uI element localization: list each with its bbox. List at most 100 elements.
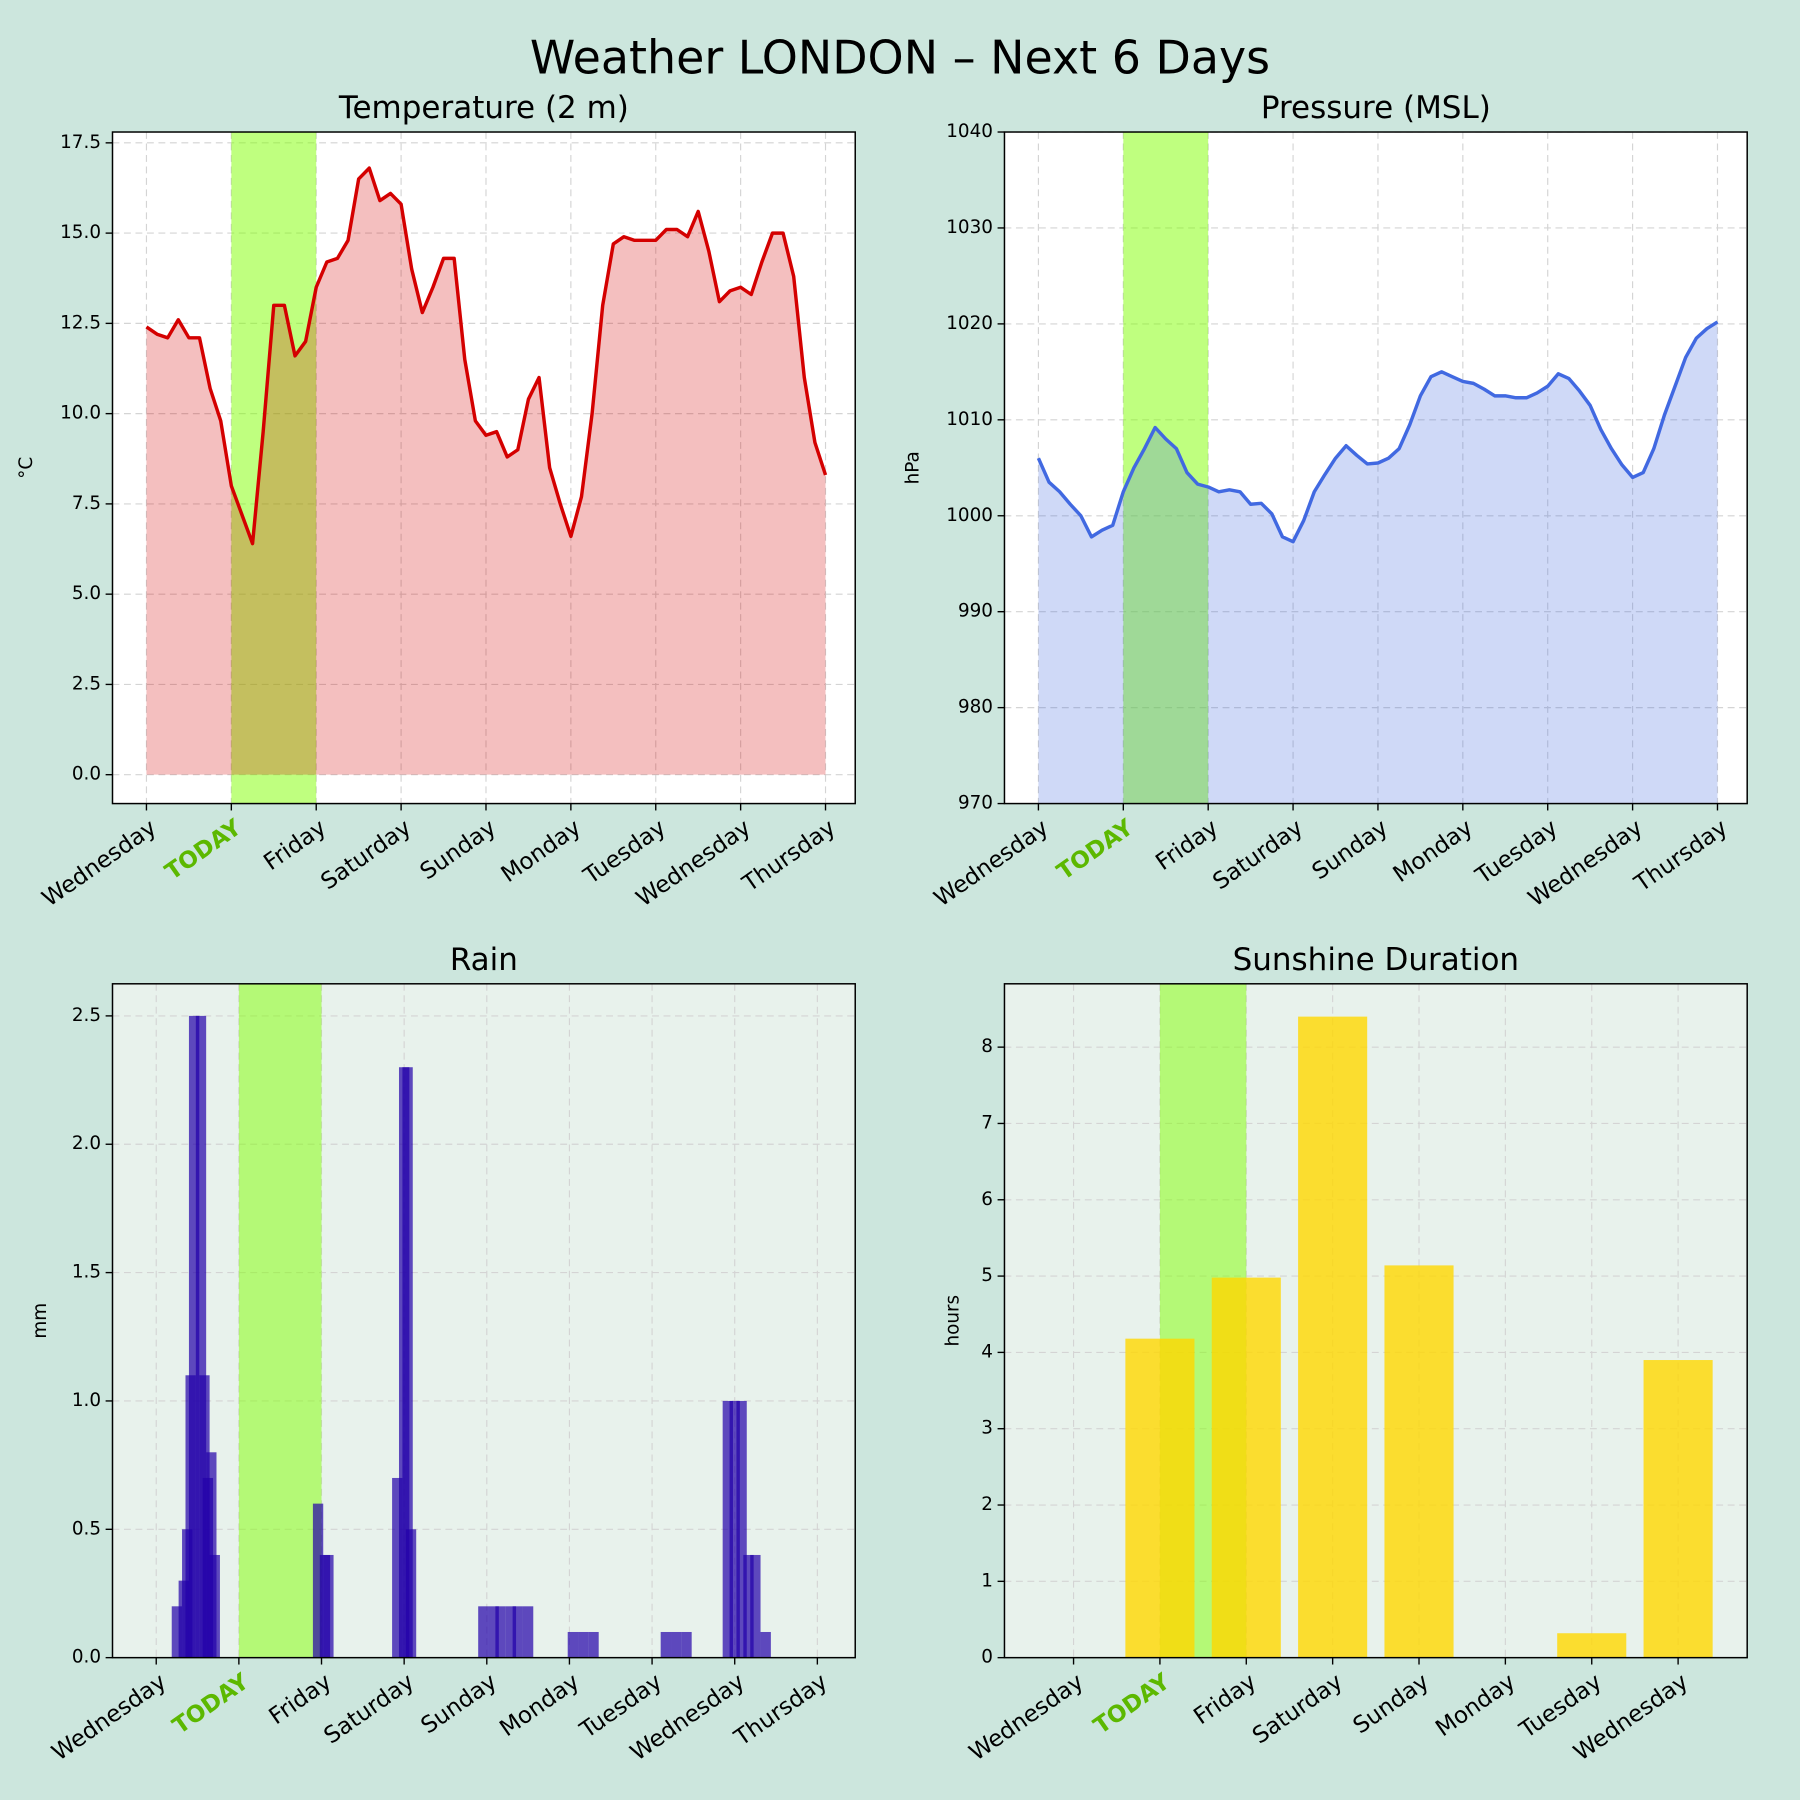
x-tick-label: Saturday — [319, 1669, 419, 1750]
panel-title: Rain — [450, 942, 518, 978]
y-tick-label: 0 — [981, 1647, 993, 1668]
y-tick-label: 2.0 — [72, 1133, 101, 1154]
y-tick-label: 8 — [981, 1036, 993, 1057]
y-axis-label: mm — [30, 1303, 51, 1339]
y-axis-label: hours — [943, 1295, 964, 1347]
area — [1038, 321, 1718, 804]
y-tick-label: 4 — [981, 1341, 993, 1362]
y-tick-label: 7 — [981, 1112, 993, 1133]
x-tick-label: Friday — [1189, 1669, 1261, 1730]
x-tick-label: Saturday — [1248, 1669, 1348, 1750]
y-tick-label: 0.0 — [72, 1647, 101, 1668]
today-band — [231, 132, 317, 804]
bar — [495, 1606, 506, 1658]
bar — [312, 1503, 324, 1658]
panel: Sunshine Duration hours 0 1 2 3 4 5 6 7 8 Wednesday… — [943, 942, 1748, 1766]
bar — [171, 1606, 183, 1658]
x-tick-label: Wednesday — [930, 815, 1054, 912]
page-title: Weather LONDON – Next 6 Days — [530, 30, 1270, 84]
y-tick-label: 6 — [981, 1189, 993, 1210]
y-tick-label: 1040 — [946, 121, 993, 142]
x-tick-label: Sunday — [1308, 815, 1393, 886]
x-tick-label: Friday — [1151, 815, 1223, 876]
bar — [478, 1606, 489, 1658]
bar — [681, 1631, 692, 1658]
x-tick-label: Thursday — [737, 815, 840, 898]
panel-title: Temperature (2 m) — [338, 90, 629, 126]
panel: Temperature (2 m) °C 0.0 2.5 5.0 7.5 10.0 12.5 1… — [16, 90, 856, 912]
bar — [188, 1015, 200, 1658]
today-band — [238, 983, 322, 1658]
x-tick-label: Sunday — [416, 815, 501, 886]
y-tick-label: 0.0 — [72, 764, 101, 785]
bar — [750, 1554, 761, 1658]
bar — [1384, 1265, 1454, 1658]
bar — [512, 1606, 523, 1658]
x-tick-label: TODAY — [161, 815, 247, 886]
bar — [567, 1631, 579, 1658]
bar — [209, 1554, 220, 1658]
y-tick-label: 15.0 — [60, 222, 101, 243]
bar — [1643, 1360, 1713, 1658]
bar — [1125, 1338, 1195, 1658]
y-tick-label: 2.5 — [72, 673, 101, 694]
bar — [195, 1015, 207, 1658]
y-tick-label: 17.5 — [60, 132, 101, 153]
axes-frame — [1003, 131, 1748, 805]
line — [1036, 320, 1719, 544]
x-tick-label: Friday — [265, 1669, 337, 1730]
x-tick-label: Thursday — [1629, 815, 1732, 898]
y-tick-label: 12.5 — [60, 312, 101, 333]
y-tick-label: 1.0 — [72, 1390, 101, 1411]
bar — [660, 1631, 672, 1658]
bar — [578, 1631, 589, 1658]
x-tick-label: Thursday — [729, 1669, 832, 1752]
x-tick-label: Monday — [495, 1669, 584, 1742]
bar — [743, 1554, 754, 1658]
panel-title: Sunshine Duration — [1233, 942, 1519, 978]
x-tick-label: Friday — [259, 815, 331, 876]
bar — [760, 1631, 771, 1658]
bar — [522, 1606, 534, 1658]
y-tick-label: 1000 — [946, 505, 993, 526]
x-tick-label: Saturday — [1208, 815, 1308, 896]
y-tick-label: 1030 — [946, 217, 993, 238]
y-tick-label: 1010 — [946, 409, 993, 430]
y-tick-label: 5 — [981, 1265, 993, 1286]
y-tick-label: 3 — [981, 1418, 993, 1439]
x-tick-label: Sunday — [416, 1669, 501, 1740]
x-tick-label: Saturday — [316, 815, 416, 896]
y-tick-label: 990 — [958, 601, 993, 622]
bar — [1211, 1277, 1281, 1658]
y-tick-label: 970 — [958, 793, 993, 814]
bar — [402, 1067, 413, 1658]
bar — [1557, 1633, 1627, 1658]
axes-frame — [1003, 983, 1748, 1659]
bar — [1298, 1016, 1368, 1658]
bar — [722, 1400, 733, 1658]
plot-background — [1004, 983, 1748, 1658]
x-tick-label: Wednesday — [47, 1669, 171, 1766]
today-band — [1123, 132, 1209, 804]
x-tick-label: TODAY — [168, 1669, 254, 1740]
x-tick-label: Wednesday — [965, 1669, 1089, 1766]
y-tick-label: 1 — [981, 1570, 993, 1591]
y-tick-label: 7.5 — [72, 493, 101, 514]
bar — [488, 1606, 499, 1658]
area — [146, 168, 826, 775]
x-tick-label: Wednesday — [38, 815, 162, 912]
y-tick-label: 2 — [981, 1494, 993, 1515]
x-tick-label: Monday — [1431, 1669, 1520, 1742]
panel-title: Pressure (MSL) — [1261, 90, 1491, 126]
y-tick-label: 980 — [958, 697, 993, 718]
bar — [392, 1477, 403, 1658]
bar — [729, 1400, 740, 1658]
y-tick-label: 10.0 — [60, 403, 101, 424]
y-tick-label: 1.5 — [72, 1262, 101, 1283]
y-tick-label: 5.0 — [72, 583, 101, 604]
axes-frame — [111, 131, 856, 805]
panel: Pressure (MSL) hPa 970 980 990 1000 1010 1020 10… — [902, 90, 1748, 912]
line — [145, 166, 828, 546]
